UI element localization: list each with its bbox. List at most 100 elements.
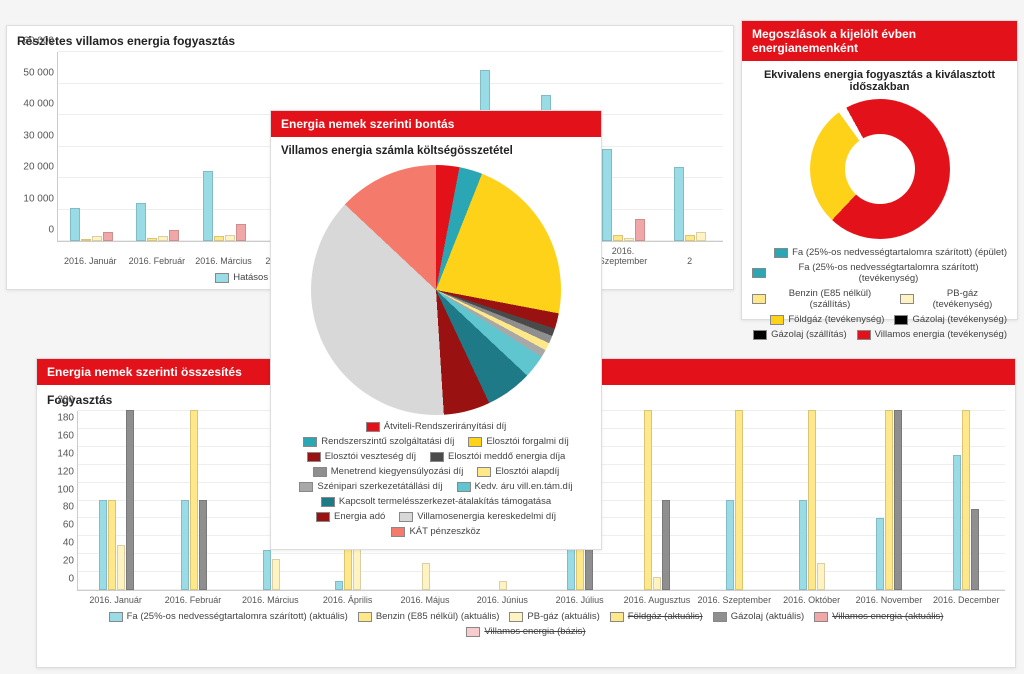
x-tick-label: 2016. November xyxy=(850,595,927,605)
x-tick-label: 2016. December xyxy=(928,595,1005,605)
bar xyxy=(799,500,807,590)
y-tick-label: 120 xyxy=(57,466,78,477)
bar xyxy=(662,500,670,590)
x-tick-label: 2016. Október xyxy=(773,595,850,605)
bar xyxy=(158,236,168,241)
x-tick-label: 2016. Július xyxy=(541,595,618,605)
bar xyxy=(696,232,706,242)
legend-item[interactable]: PB-gáz (tevékenység) xyxy=(900,288,1007,310)
legend-item[interactable]: Gázolaj (aktuális) xyxy=(713,611,804,622)
bar xyxy=(422,563,430,590)
legend-item[interactable]: Villamosenergia kereskedelmi díj xyxy=(399,511,556,522)
x-tick-label: 2016. Március xyxy=(190,256,257,266)
x-tick-label: 2016. Január xyxy=(57,256,124,266)
bar xyxy=(236,224,246,241)
bar xyxy=(613,235,623,241)
x-tick-label: 2 xyxy=(656,256,723,266)
bar xyxy=(70,208,80,241)
y-tick-label: 60 000 xyxy=(23,36,58,47)
legend-item[interactable]: Elosztói alapdíj xyxy=(477,466,559,477)
bar xyxy=(726,500,734,590)
bar xyxy=(147,238,157,241)
y-tick-label: 0 xyxy=(68,574,78,585)
bar xyxy=(808,410,816,590)
bar xyxy=(499,581,507,590)
legend-item[interactable]: Energia adó xyxy=(316,511,385,522)
y-tick-label: 40 000 xyxy=(23,99,58,110)
bar xyxy=(181,500,189,590)
bar xyxy=(272,559,280,591)
distribution-title: Ekvivalens energia fogyasztás a kiválasz… xyxy=(752,69,1007,93)
y-tick-label: 100 xyxy=(57,484,78,495)
legend-item[interactable]: Gázolaj (tevékenység) xyxy=(894,314,1007,325)
bar xyxy=(108,500,116,590)
y-tick-label: 10 000 xyxy=(23,193,58,204)
legend-item[interactable]: Fa (25%-os nedvességtartalomra szárított… xyxy=(774,247,1007,258)
y-tick-label: 80 xyxy=(63,502,78,513)
legend-item[interactable]: Földgáz (tevékenység) xyxy=(770,314,884,325)
legend-item[interactable]: Kedv. áru vill.en.tám.díj xyxy=(457,481,573,492)
bar xyxy=(81,239,91,241)
bar xyxy=(817,563,825,590)
legend-item[interactable]: Elosztói meddő energia díja xyxy=(430,451,565,462)
y-tick-label: 20 000 xyxy=(23,162,58,173)
x-tick-label: 2016. Április xyxy=(309,595,386,605)
legend-item[interactable]: Benzin (E85 nélkül) (aktuális) xyxy=(358,611,500,622)
legend-item[interactable]: Villamos energia (aktuális) xyxy=(814,611,943,622)
detail-consumption-title: Részletes villamos energia fogyasztás xyxy=(17,34,723,48)
bar xyxy=(169,230,179,241)
legend-item[interactable]: Gázolaj (szállítás) xyxy=(753,329,847,340)
breakdown-pie xyxy=(281,165,591,415)
legend-item[interactable]: Elosztói forgalmi díj xyxy=(468,436,568,447)
bar xyxy=(117,545,125,590)
x-tick-label: 2016. Szeptember xyxy=(696,595,773,605)
bar xyxy=(99,500,107,590)
y-tick-label: 30 000 xyxy=(23,130,58,141)
bar xyxy=(126,410,134,590)
breakdown-legend: Átviteli-Rendszerirányítási díj Rendszers… xyxy=(281,421,591,537)
legend-item[interactable]: Fa (25%-os nedvességtartalomra szárított… xyxy=(109,611,348,622)
bar xyxy=(953,455,961,590)
y-tick-label: 200 xyxy=(57,395,78,406)
y-tick-label: 40 xyxy=(63,538,78,549)
legend-item[interactable]: KÁT pénzeszköz xyxy=(391,526,480,537)
distribution-header: Megoszlások a kijelölt évben energianeme… xyxy=(742,21,1017,61)
y-tick-label: 60 xyxy=(63,520,78,531)
y-tick-label: 50 000 xyxy=(23,67,58,78)
bar xyxy=(962,410,970,590)
legend-item[interactable]: Elosztói veszteség díj xyxy=(307,451,416,462)
bar xyxy=(876,518,884,590)
y-tick-label: 140 xyxy=(57,448,78,459)
breakdown-panel: Energia nemek szerinti bontás Villamos e… xyxy=(270,110,602,550)
distribution-panel: Megoszlások a kijelölt évben energianeme… xyxy=(741,20,1018,320)
bar xyxy=(685,235,695,241)
y-tick-label: 180 xyxy=(57,412,78,423)
legend-item[interactable]: Villamos energia (bázis) xyxy=(466,626,585,637)
legend-item[interactable]: PB-gáz (aktuális) xyxy=(509,611,599,622)
bar xyxy=(225,235,235,241)
bar xyxy=(214,236,224,241)
x-tick-label: 2016. Június xyxy=(464,595,541,605)
x-tick-label: 2016. Január xyxy=(77,595,154,605)
legend-item[interactable]: Átviteli-Rendszerirányítási díj xyxy=(366,421,507,432)
bar xyxy=(190,410,198,590)
bar xyxy=(136,203,146,241)
legend-item[interactable]: Villamos energia (tevékenység) xyxy=(857,329,1007,340)
x-tick-label: 2016. Február xyxy=(124,256,191,266)
legend-item[interactable]: Fa (25%-os nedvességtartalomra szárított… xyxy=(752,262,1007,284)
legend-item[interactable]: Kapcsolt termelésszerkezet-átalakítás tá… xyxy=(321,496,551,507)
legend-item[interactable]: Földgáz (aktuális) xyxy=(610,611,703,622)
bar xyxy=(894,410,902,590)
bar xyxy=(653,577,661,591)
y-tick-label: 0 xyxy=(48,225,58,236)
x-tick-label: 2016. Augusztus xyxy=(618,595,695,605)
bar xyxy=(674,167,684,241)
legend-item[interactable]: Benzin (E85 nélkül) (szállítás) xyxy=(752,288,890,310)
bar xyxy=(644,410,652,590)
legend-item[interactable]: Menetrend kiegyensúlyozási díj xyxy=(313,466,464,477)
legend-item[interactable]: Szénipari szerkezetátállási díj xyxy=(299,481,442,492)
bar xyxy=(735,410,743,590)
breakdown-title: Villamos energia számla költségösszetéte… xyxy=(281,145,591,157)
bar xyxy=(971,509,979,590)
legend-item[interactable]: Rendszerszintű szolgáltatási díj xyxy=(303,436,454,447)
